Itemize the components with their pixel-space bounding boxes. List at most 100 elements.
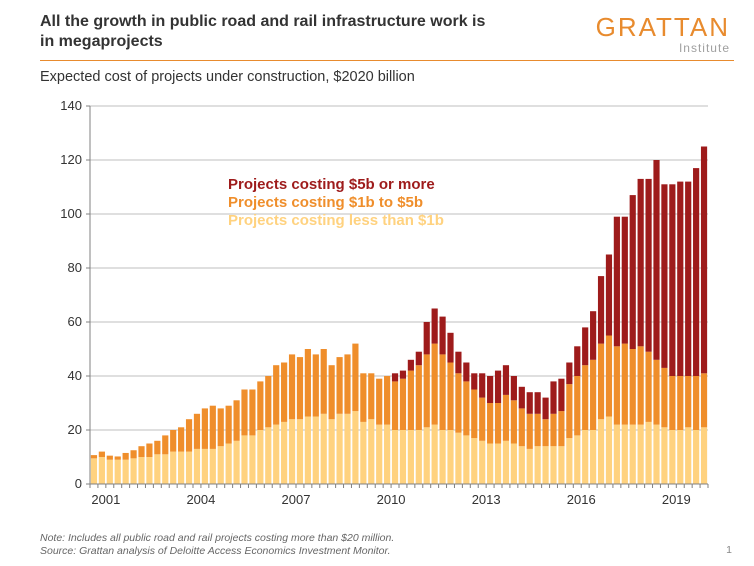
y-tick-label: 20 xyxy=(68,422,82,437)
legend-series-mid: Projects costing $1b to $5b xyxy=(228,194,444,212)
x-tick-label: 2013 xyxy=(472,492,501,507)
bar-segment-mid xyxy=(233,400,239,441)
bar-segment-mid xyxy=(487,403,493,444)
bar-segment-high xyxy=(582,327,588,365)
bar-segment-mid xyxy=(368,373,374,419)
chart-title: All the growth in public road and rail i… xyxy=(40,12,485,52)
bar-segment-low xyxy=(463,435,469,484)
bar-segment-mid xyxy=(582,365,588,430)
bar-segment-high xyxy=(495,371,501,403)
y-tick-label: 60 xyxy=(68,314,82,329)
bar-segment-low xyxy=(432,425,438,484)
bar-segment-high xyxy=(645,179,651,352)
bar-segment-low xyxy=(606,417,612,485)
bar-segment-low xyxy=(130,458,136,484)
chart-svg: 0204060801001201402001200420072010201320… xyxy=(38,98,728,528)
bar-segment-low xyxy=(503,441,509,484)
bar-segment-high xyxy=(701,147,707,374)
bar-segment-high xyxy=(598,276,604,344)
title-line-2: in megaprojects xyxy=(40,33,163,50)
page-number: 1 xyxy=(726,544,732,556)
bar-segment-low xyxy=(241,435,247,484)
bar-segment-low xyxy=(336,414,342,484)
logo-sub-text: Institute xyxy=(596,42,730,54)
bar-segment-low xyxy=(249,435,255,484)
legend-series-low: Projects costing less than $1b xyxy=(228,212,444,230)
bar-segment-low xyxy=(542,446,548,484)
bar-segment-mid xyxy=(416,365,422,430)
bar-segment-low xyxy=(558,446,564,484)
bar-segment-mid xyxy=(495,403,501,444)
bar-segment-high xyxy=(439,317,445,355)
bar-segment-high xyxy=(447,333,453,363)
bar-segment-low xyxy=(202,449,208,484)
bar-segment-low xyxy=(154,454,160,484)
bar-segment-high xyxy=(622,217,628,344)
bar-segment-low xyxy=(622,425,628,484)
bar-segment-mid xyxy=(519,408,525,446)
bar-segment-high xyxy=(614,217,620,347)
bar-segment-low xyxy=(384,425,390,484)
bar-segment-mid xyxy=(693,376,699,430)
bar-segment-mid xyxy=(645,352,651,422)
bar-segment-mid xyxy=(400,379,406,430)
y-tick-label: 40 xyxy=(68,368,82,383)
bar-segment-high xyxy=(432,309,438,344)
bar-segment-low xyxy=(186,452,192,484)
bar-segment-low xyxy=(226,444,232,485)
bar-segment-low xyxy=(693,430,699,484)
bar-segment-mid xyxy=(146,444,152,458)
legend: Projects costing $5b or more Projects co… xyxy=(228,176,444,230)
bar-segment-mid xyxy=(115,456,121,459)
bar-segment-high xyxy=(511,376,517,400)
bar-segment-low xyxy=(400,430,406,484)
bar-segment-mid xyxy=(107,456,113,460)
bar-segment-low xyxy=(289,419,295,484)
bar-segment-high xyxy=(535,392,541,414)
bar-segment-low xyxy=(146,457,152,484)
bar-segment-low xyxy=(638,425,644,484)
bar-segment-low xyxy=(194,449,200,484)
footnote-note: Note: Includes all public road and rail … xyxy=(40,532,394,545)
bar-segment-mid xyxy=(614,346,620,424)
x-tick-label: 2007 xyxy=(282,492,311,507)
footnote: Note: Includes all public road and rail … xyxy=(40,532,394,558)
bar-segment-low xyxy=(107,460,113,484)
bar-segment-mid xyxy=(685,376,691,427)
bar-segment-mid xyxy=(479,398,485,441)
bar-segment-low xyxy=(590,430,596,484)
bar-segment-high xyxy=(503,365,509,395)
bar-segment-low xyxy=(439,430,445,484)
bar-segment-mid xyxy=(606,336,612,417)
bar-segment-low xyxy=(645,422,651,484)
bar-segment-low xyxy=(550,446,556,484)
grattan-logo: GRATTAN Institute xyxy=(596,12,734,54)
bar-segment-mid xyxy=(226,406,232,444)
bar-segment-low xyxy=(495,444,501,485)
bar-segment-mid xyxy=(154,441,160,455)
bar-segment-low xyxy=(376,425,382,484)
chart-area: 0204060801001201402001200420072010201320… xyxy=(38,98,728,528)
bar-segment-high xyxy=(677,182,683,376)
bar-segment-high xyxy=(566,363,572,385)
bar-segment-low xyxy=(630,425,636,484)
bar-segment-mid xyxy=(352,344,358,412)
bar-segment-low xyxy=(360,422,366,484)
logo-main-text: GRATTAN xyxy=(596,14,730,40)
bar-segment-high xyxy=(669,184,675,376)
bar-segment-mid xyxy=(558,411,564,446)
bar-segment-mid xyxy=(439,354,445,430)
bar-segment-low xyxy=(535,446,541,484)
bar-segment-low xyxy=(408,430,414,484)
bar-segment-low xyxy=(574,435,580,484)
bar-segment-mid xyxy=(638,346,644,424)
bar-segment-low xyxy=(511,444,517,485)
bar-segment-mid xyxy=(194,414,200,449)
bar-segment-low xyxy=(582,430,588,484)
bar-segment-mid xyxy=(463,381,469,435)
bar-segment-mid xyxy=(130,450,136,458)
bar-segment-mid xyxy=(281,363,287,422)
bar-segment-high xyxy=(455,352,461,374)
x-tick-label: 2016 xyxy=(567,492,596,507)
bar-segment-mid xyxy=(574,376,580,435)
